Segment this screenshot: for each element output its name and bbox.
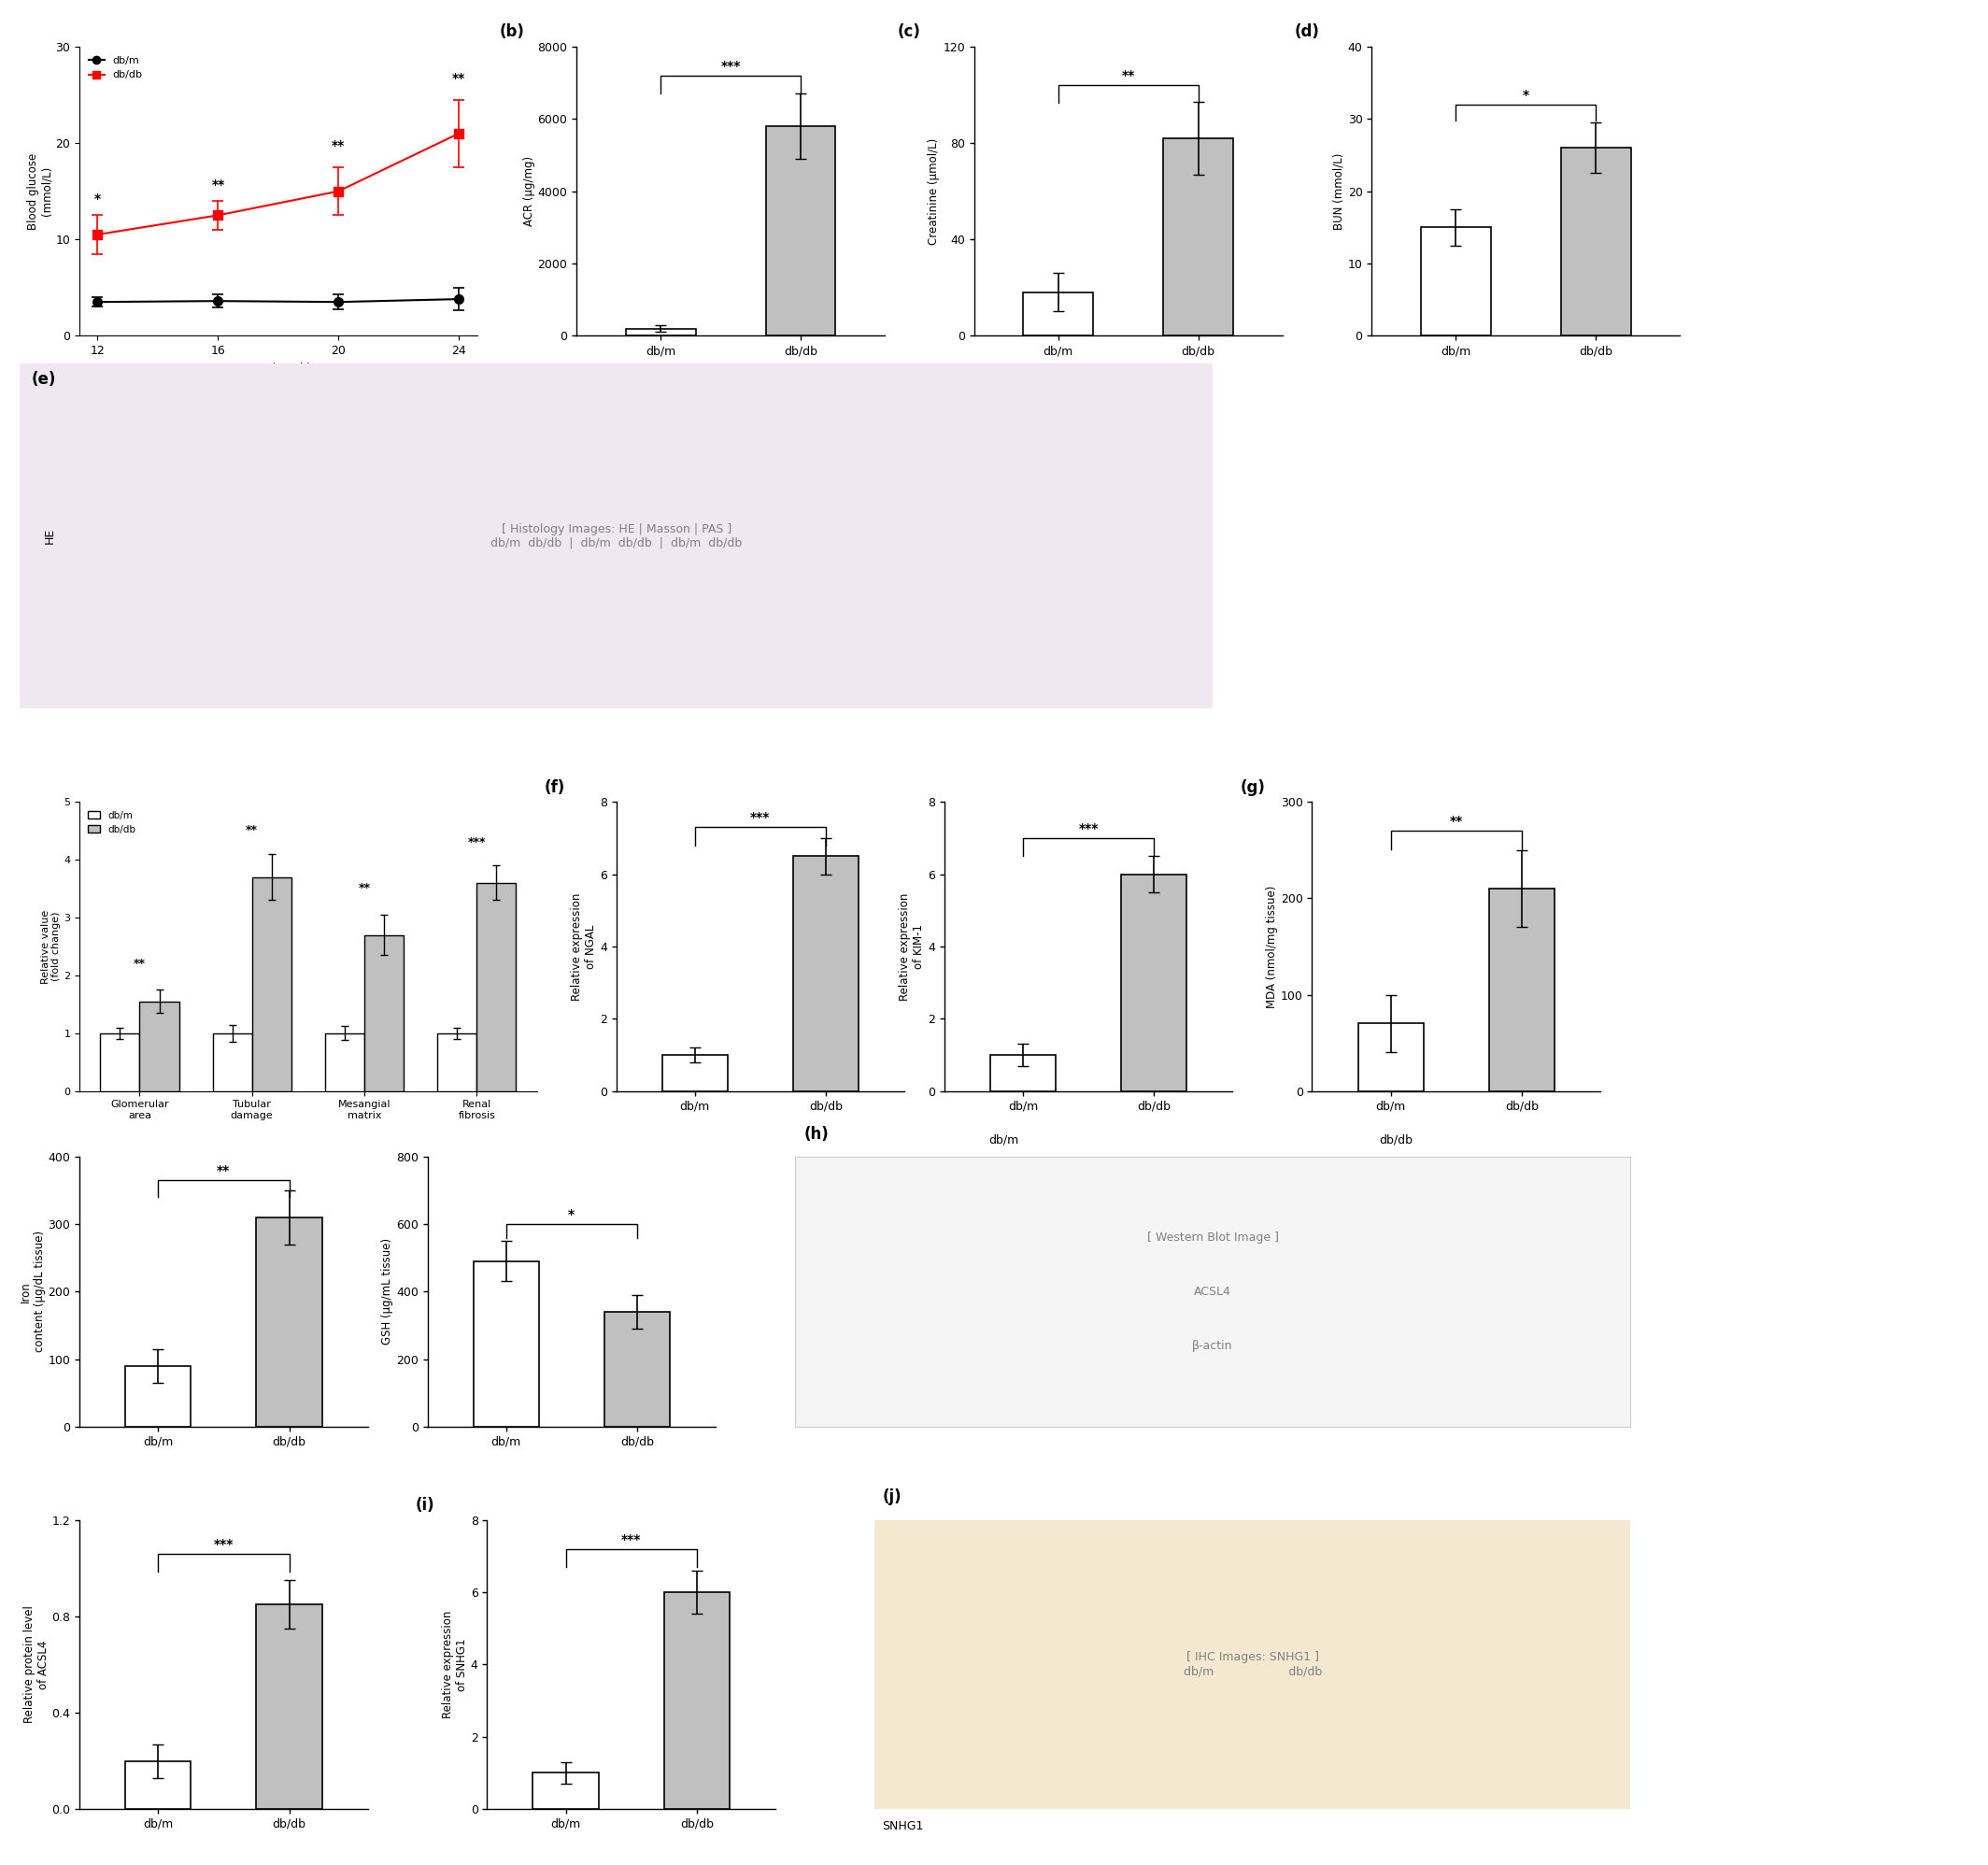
- Y-axis label: Relative value
(fold change): Relative value (fold change): [42, 910, 62, 983]
- Text: ***: ***: [213, 1539, 235, 1552]
- Text: (g): (g): [1241, 780, 1264, 796]
- Text: db/m: db/m: [988, 1134, 1020, 1145]
- Y-axis label: GSH (μg/mL tissue): GSH (μg/mL tissue): [382, 1238, 394, 1345]
- Text: ***: ***: [467, 836, 485, 849]
- Bar: [765, 127, 835, 336]
- Text: (e): (e): [32, 371, 56, 388]
- Text: *: *: [569, 1209, 575, 1222]
- Text: (i): (i): [415, 1498, 433, 1514]
- Text: ***: ***: [720, 60, 742, 73]
- Text: **: **: [217, 1164, 231, 1177]
- Y-axis label: ACR (μg/mg): ACR (μg/mg): [523, 157, 535, 226]
- Text: SNHG1: SNHG1: [883, 1820, 924, 1833]
- Legend: db/m, db/db: db/m, db/db: [85, 52, 147, 84]
- Bar: [213, 1033, 252, 1091]
- Bar: [252, 877, 292, 1091]
- Bar: [437, 1033, 477, 1091]
- Y-axis label: Relative expression
of NGAL: Relative expression of NGAL: [571, 893, 596, 1000]
- Text: (j): (j): [883, 1488, 901, 1505]
- Text: (d): (d): [1294, 24, 1320, 41]
- Y-axis label: Iron
content (μg/dL tissue): Iron content (μg/dL tissue): [20, 1231, 46, 1352]
- Text: **: **: [211, 177, 225, 192]
- Text: β-actin: β-actin: [1193, 1339, 1233, 1352]
- Text: (c): (c): [897, 24, 920, 41]
- Bar: [125, 1365, 191, 1427]
- Bar: [99, 1033, 139, 1091]
- Bar: [1121, 875, 1187, 1091]
- Bar: [324, 1033, 364, 1091]
- Bar: [664, 1593, 730, 1809]
- Text: [ Western Blot Image ]: [ Western Blot Image ]: [1147, 1231, 1278, 1244]
- Bar: [256, 1604, 322, 1809]
- Bar: [533, 1774, 598, 1809]
- Text: *: *: [93, 192, 101, 205]
- Text: (h): (h): [803, 1126, 829, 1143]
- Bar: [125, 1761, 191, 1809]
- Bar: [364, 934, 404, 1091]
- Text: **: **: [1449, 815, 1463, 828]
- Text: HE: HE: [44, 528, 56, 545]
- Bar: [990, 1056, 1056, 1091]
- Bar: [473, 1261, 539, 1427]
- Text: **: **: [247, 824, 258, 837]
- Bar: [139, 1002, 179, 1091]
- Text: *: *: [1523, 88, 1529, 101]
- Bar: [1561, 147, 1630, 336]
- Text: db/db: db/db: [1380, 1134, 1413, 1145]
- Bar: [604, 1311, 670, 1427]
- Text: ***: ***: [620, 1533, 642, 1546]
- Bar: [1421, 228, 1491, 336]
- Bar: [1358, 1024, 1423, 1091]
- Bar: [793, 856, 859, 1091]
- Text: (f): (f): [545, 780, 565, 796]
- Y-axis label: Blood glucose
(mmol/L): Blood glucose (mmol/L): [28, 153, 54, 229]
- Y-axis label: Relative expression
of SNHG1: Relative expression of SNHG1: [441, 1611, 467, 1718]
- Bar: [662, 1056, 728, 1091]
- Text: ACSL4: ACSL4: [1195, 1285, 1231, 1298]
- Bar: [477, 882, 517, 1091]
- Bar: [626, 328, 696, 336]
- Text: ***: ***: [1077, 822, 1099, 836]
- Bar: [1489, 890, 1555, 1091]
- Y-axis label: Relative protein level
of ACSL4: Relative protein level of ACSL4: [24, 1606, 50, 1723]
- Legend: db/m, db/db: db/m, db/db: [83, 808, 139, 837]
- Bar: [1024, 293, 1093, 336]
- Y-axis label: Relative expression
of KIM-1: Relative expression of KIM-1: [899, 893, 924, 1000]
- Y-axis label: MDA (nmol/mg tissue): MDA (nmol/mg tissue): [1266, 886, 1278, 1007]
- Bar: [256, 1218, 322, 1427]
- Y-axis label: BUN (mmol/L): BUN (mmol/L): [1334, 153, 1346, 229]
- Y-axis label: Creatinine (μmol/L): Creatinine (μmol/L): [928, 138, 940, 244]
- Text: [ Histology Images: HE | Masson | PAS ]
db/m  db/db  |  db/m  db/db  |  db/m  db: [ Histology Images: HE | Masson | PAS ] …: [491, 522, 742, 550]
- X-axis label: Age (week): Age (week): [245, 362, 312, 375]
- Text: ***: ***: [749, 811, 771, 824]
- Text: **: **: [1121, 69, 1135, 82]
- Text: **: **: [453, 73, 465, 86]
- Text: **: **: [133, 957, 145, 970]
- Bar: [1163, 138, 1233, 336]
- Text: [ IHC Images: SNHG1 ]
db/m                    db/db: [ IHC Images: SNHG1 ] db/m db/db: [1183, 1651, 1322, 1678]
- Text: **: **: [358, 882, 370, 895]
- Text: **: **: [332, 140, 346, 153]
- Text: (b): (b): [499, 24, 525, 41]
